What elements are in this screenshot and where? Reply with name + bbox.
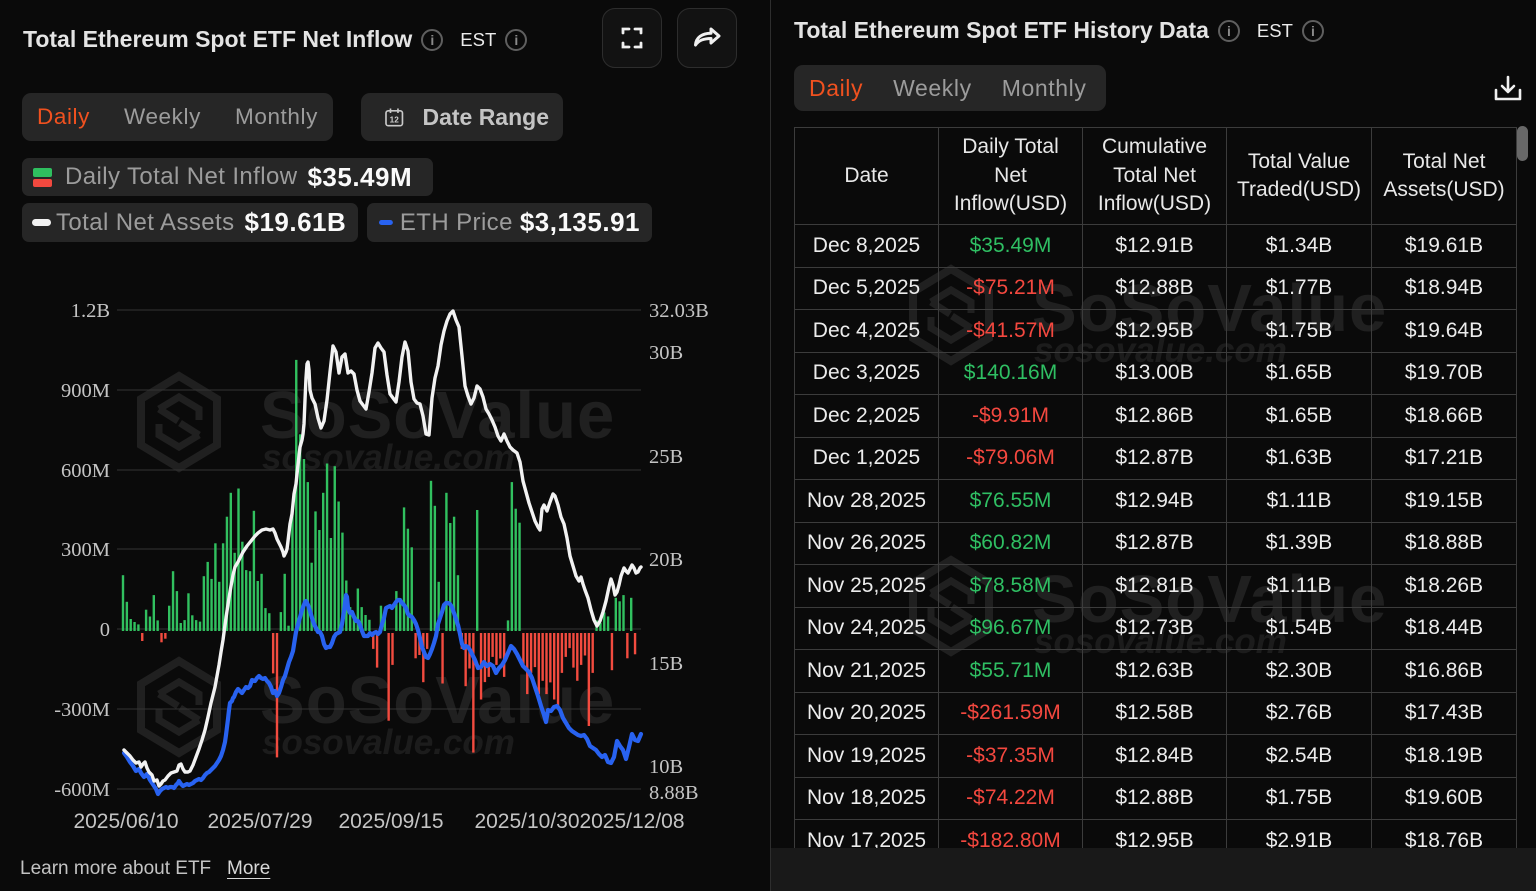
svg-text:2025/07/29: 2025/07/29	[207, 810, 312, 833]
svg-text:1.2B: 1.2B	[71, 300, 110, 322]
svg-text:2025/12/08: 2025/12/08	[579, 810, 684, 833]
svg-text:20B: 20B	[649, 549, 683, 571]
svg-text:15B: 15B	[649, 653, 683, 675]
svg-text:-600M: -600M	[54, 779, 110, 801]
svg-text:2025/09/15: 2025/09/15	[338, 810, 443, 833]
svg-text:600M: 600M	[61, 460, 110, 482]
svg-text:300M: 300M	[61, 539, 110, 561]
svg-text:30B: 30B	[649, 342, 683, 364]
svg-text:25B: 25B	[649, 446, 683, 468]
svg-text:32.03B: 32.03B	[649, 300, 709, 322]
svg-text:2025/10/30: 2025/10/30	[474, 810, 579, 833]
svg-text:900M: 900M	[61, 380, 110, 402]
svg-text:12: 12	[390, 115, 400, 124]
svg-text:2025/06/10: 2025/06/10	[73, 810, 178, 833]
svg-text:0: 0	[100, 619, 110, 641]
svg-text:10B: 10B	[649, 756, 683, 778]
svg-text:-300M: -300M	[54, 699, 110, 721]
svg-text:8.88B: 8.88B	[649, 782, 699, 804]
